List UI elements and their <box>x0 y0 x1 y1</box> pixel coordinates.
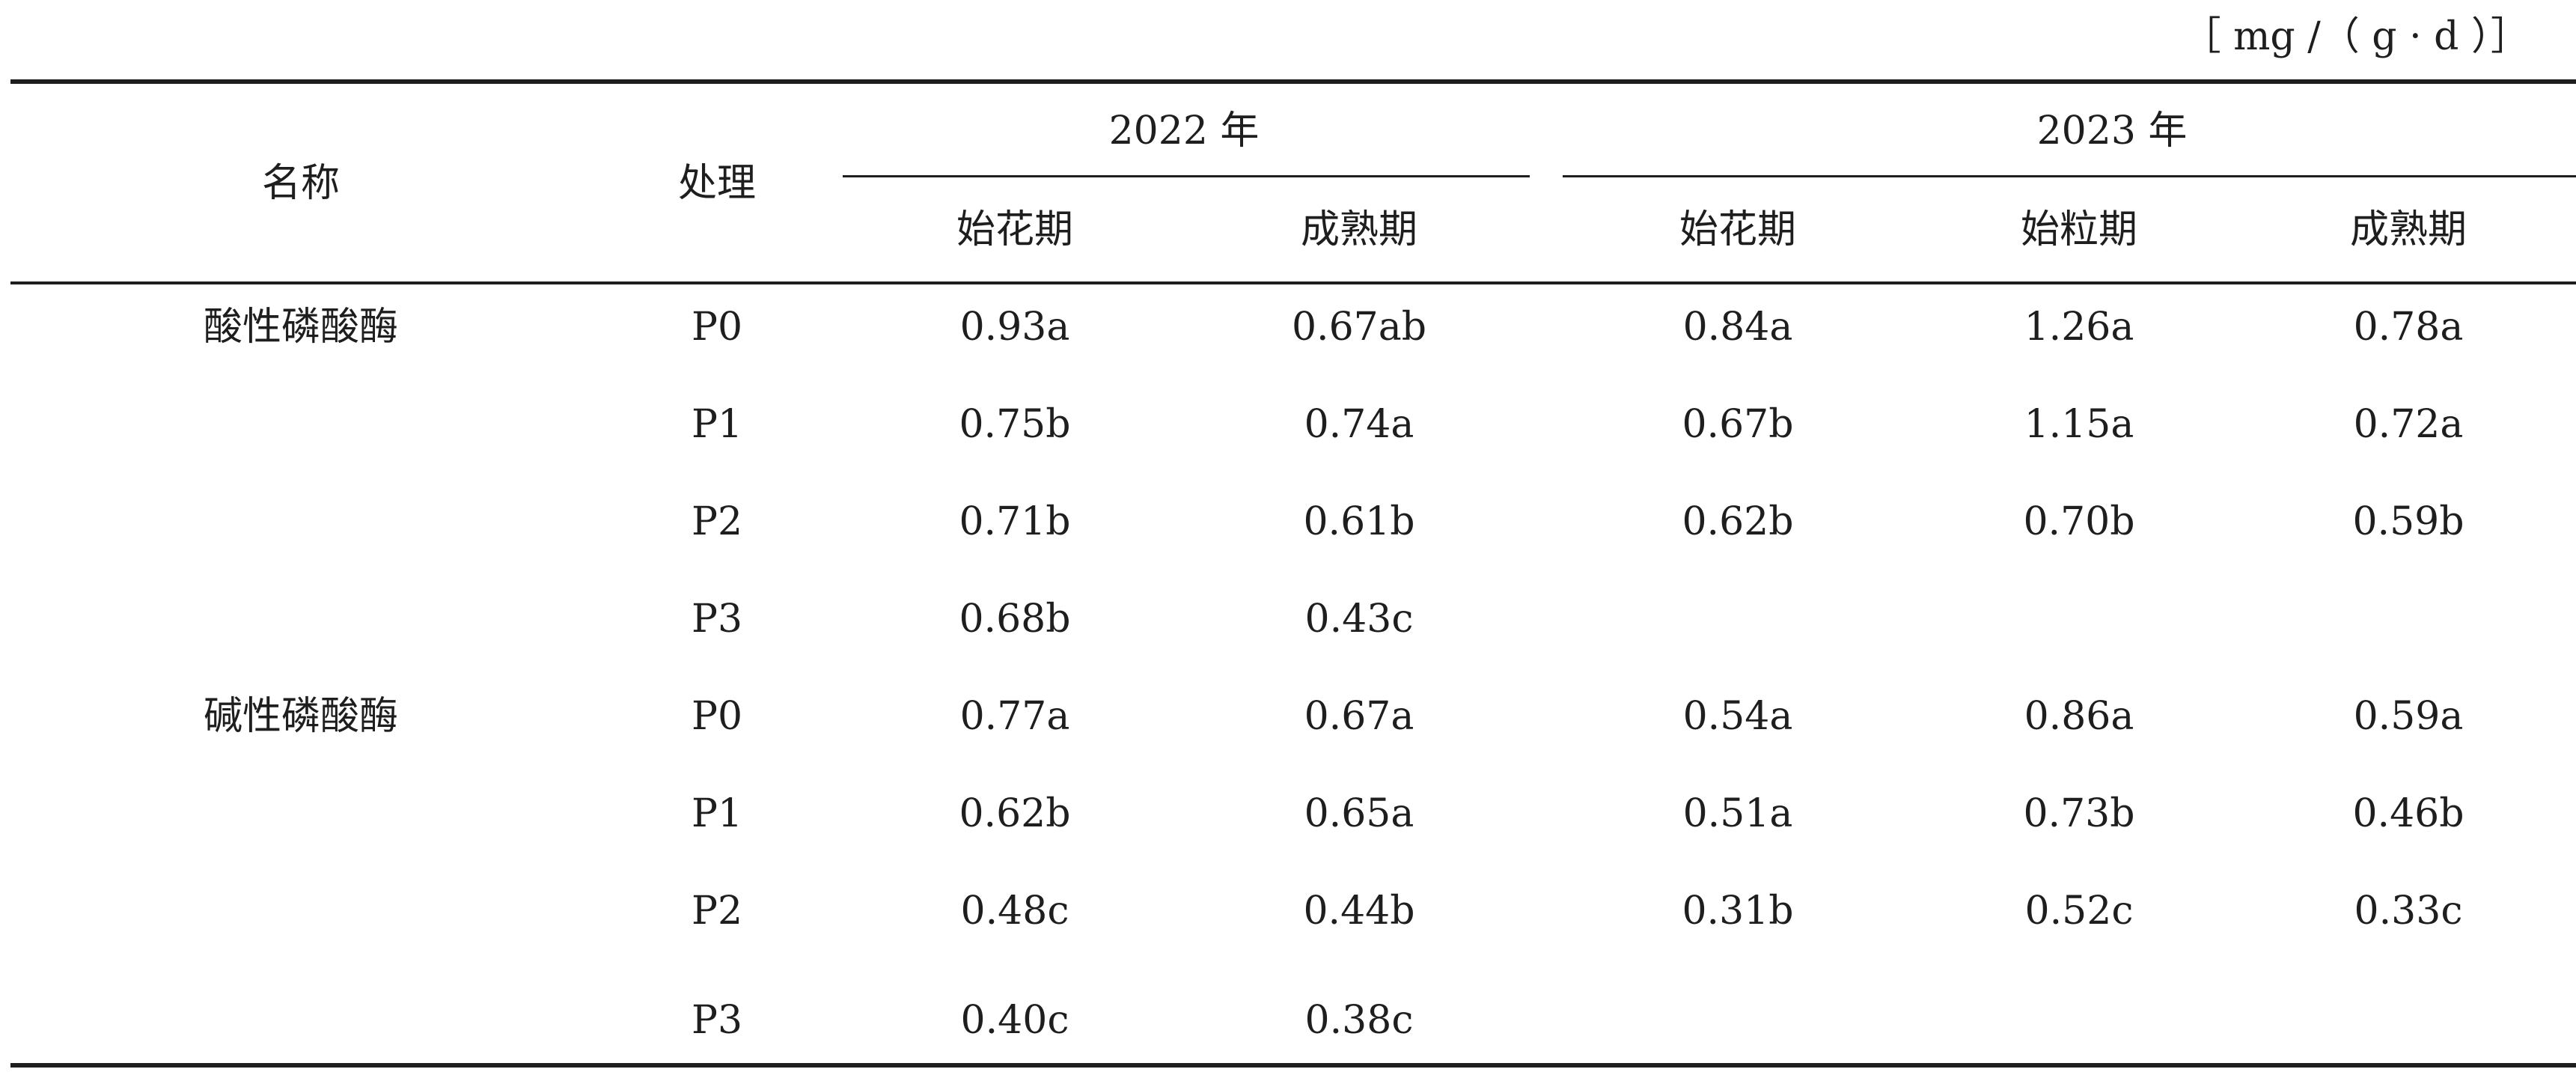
table-row: 碱性磷酸酶 P0 0.77a 0.67a 0.54a 0.86a 0.59a <box>0 690 2576 743</box>
value-2023-grain: 0.73b <box>2023 791 2135 836</box>
value-2023-maturity: 0.78a <box>2353 305 2464 350</box>
table-row: P2 0.71b 0.61b 0.62b 0.70b 0.59b <box>0 496 2576 548</box>
value-2023-flowering: 0.67b <box>1682 402 1794 447</box>
value-2023-flowering: 0.62b <box>1682 499 1794 544</box>
row-treatment: P3 <box>691 998 743 1043</box>
row-treatment: P3 <box>691 597 743 642</box>
row-treatment: P2 <box>691 499 743 544</box>
value-2023-maturity: 0.72a <box>2353 402 2464 447</box>
value-2022-maturity: 0.67a <box>1304 694 1414 739</box>
value-2023-maturity: 0.33c <box>2354 889 2463 934</box>
value-2022-flowering: 0.93a <box>959 305 1070 350</box>
header-2023-stage-2: 始粒期 <box>2020 207 2138 252</box>
year-2023-rule <box>1563 175 2576 177</box>
value-2023-maturity: 0.59a <box>2353 694 2464 739</box>
value-2022-flowering: 0.71b <box>959 499 1071 544</box>
value-2022-maturity: 0.38c <box>1304 998 1414 1043</box>
value-2023-grain: 0.70b <box>2023 499 2135 544</box>
header-2023-stage-1: 始花期 <box>1679 207 1797 252</box>
unit-label: ［ mg /（ g · d ）］ <box>2182 14 2530 59</box>
value-2023-maturity: 0.59b <box>2352 499 2464 544</box>
value-2022-flowering: 0.40c <box>960 998 1069 1043</box>
table-top-rule <box>10 79 2576 84</box>
table-row: P1 0.62b 0.65a 0.51a 0.73b 0.46b <box>0 788 2576 840</box>
table-bottom-rule <box>10 1063 2576 1068</box>
value-2022-maturity: 0.61b <box>1303 499 1415 544</box>
value-2023-grain: 1.26a <box>2024 305 2134 350</box>
value-2022-maturity: 0.43c <box>1304 597 1414 642</box>
header-year-2023: 2023 年 <box>2036 109 2188 153</box>
table-row: P2 0.48c 0.44b 0.31b 0.52c 0.33c <box>0 885 2576 937</box>
header-treatment: 处理 <box>677 161 757 206</box>
value-2023-flowering: 0.51a <box>1682 791 1793 836</box>
value-2022-maturity: 0.44b <box>1303 889 1415 934</box>
value-2023-grain: 0.86a <box>2024 694 2134 739</box>
table-row: P3 0.68b 0.43c <box>0 593 2576 645</box>
table-row: 酸性磷酸酶 P0 0.93a 0.67ab 0.84a 1.26a 0.78a <box>0 301 2576 353</box>
header-2023-stage-3: 成熟期 <box>2349 207 2467 252</box>
value-2022-flowering: 0.48c <box>960 889 1069 934</box>
row-treatment: P1 <box>691 402 743 447</box>
value-2023-flowering: 0.31b <box>1682 889 1794 934</box>
header-bottom-rule <box>10 281 2576 284</box>
value-2023-flowering: 0.84a <box>1682 305 1793 350</box>
header-name: 名称 <box>261 161 341 206</box>
value-2023-grain: 0.52c <box>2024 889 2134 934</box>
row-treatment: P2 <box>691 889 743 934</box>
row-name: 酸性磷酸酶 <box>203 305 399 350</box>
value-2023-maturity: 0.46b <box>2352 791 2464 836</box>
value-2022-maturity: 0.74a <box>1304 402 1414 447</box>
value-2022-flowering: 0.77a <box>959 694 1070 739</box>
value-2022-maturity: 0.67ab <box>1291 305 1427 350</box>
header-year-2022: 2022 年 <box>1108 109 1260 153</box>
row-name: 碱性磷酸酶 <box>203 694 399 739</box>
value-2023-grain: 1.15a <box>2024 402 2134 447</box>
row-treatment: P0 <box>691 305 743 350</box>
value-2022-flowering: 0.62b <box>959 791 1071 836</box>
value-2022-maturity: 0.65a <box>1304 791 1414 836</box>
row-treatment: P0 <box>691 694 743 739</box>
value-2022-flowering: 0.68b <box>959 597 1071 642</box>
table-row: P1 0.75b 0.74a 0.67b 1.15a 0.72a <box>0 398 2576 451</box>
year-2022-rule <box>843 175 1530 177</box>
header-2022-stage-2: 成熟期 <box>1300 207 1418 252</box>
value-2022-flowering: 0.75b <box>959 402 1071 447</box>
value-2023-flowering: 0.54a <box>1682 694 1793 739</box>
row-treatment: P1 <box>691 791 743 836</box>
table-row: P3 0.40c 0.38c <box>0 994 2576 1047</box>
header-2022-stage-1: 始花期 <box>956 207 1074 252</box>
